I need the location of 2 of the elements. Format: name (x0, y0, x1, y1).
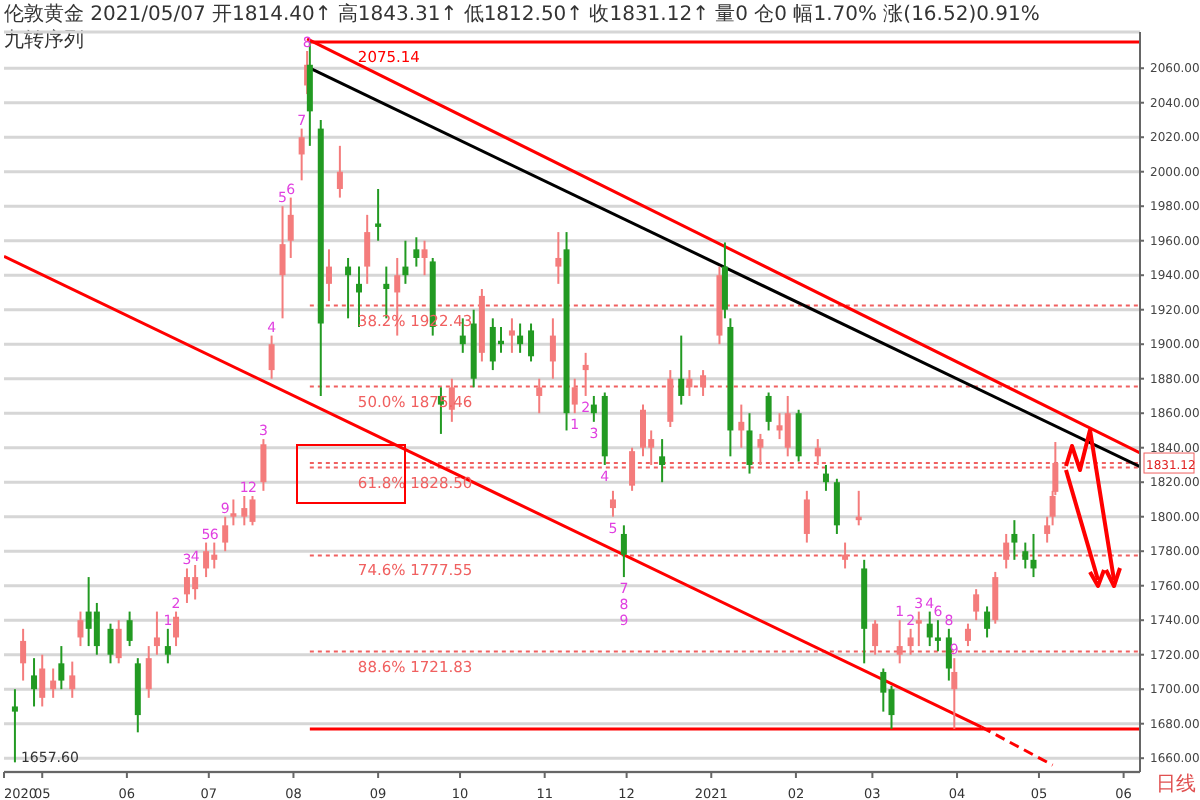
text: 日线 (1156, 771, 1196, 798)
chart-title: 伦敦黄金 2021/05/07 开1814.40↑ 高1843.31↑ 低1812.50↑ 收1831.12↑ 量0 仓0 幅1.70% 涨(16.52)0.91% (4, 1, 1040, 28)
